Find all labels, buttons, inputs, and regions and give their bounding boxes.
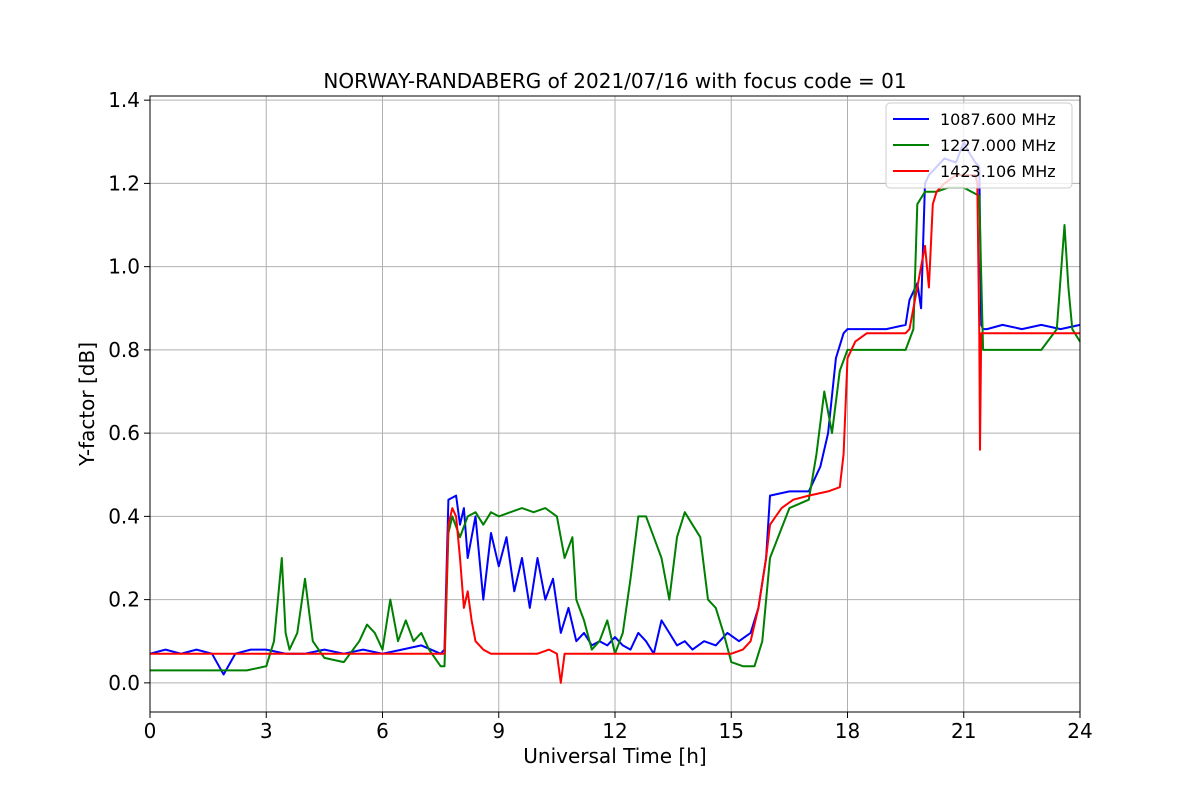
x-axis-label: Universal Time [h] (523, 744, 706, 768)
x-tick-label: 3 (260, 719, 273, 743)
x-tick-label: 24 (1067, 719, 1092, 743)
chart-title: NORWAY-RANDABERG of 2021/07/16 with focu… (323, 69, 906, 93)
x-tick-label: 6 (376, 719, 389, 743)
y-tick-label: 0.0 (108, 671, 140, 695)
y-tick-label: 1.0 (108, 255, 140, 279)
x-tick-label: 9 (492, 719, 505, 743)
y-axis-label: Y-factor [dB] (75, 342, 99, 467)
y-tick-label: 0.4 (108, 504, 140, 528)
y-tick-label: 1.2 (108, 171, 140, 195)
legend-label: 1227.000 MHz (940, 136, 1056, 155)
axis-ticks: 0 3 6 9 12 15 18 21 24 0.0 0.2 0.4 0.6 0.8 1.0 1.2 1.4 (108, 88, 1093, 743)
legend: 1087.600 MHz 1227.000 MHz 1423.106 MHz (885, 102, 1073, 189)
y-tick-label: 0.6 (108, 421, 140, 445)
x-tick-label: 18 (835, 719, 860, 743)
legend-frame (885, 102, 1073, 189)
y-tick-label: 0.8 (108, 338, 140, 362)
x-tick-label: 15 (719, 719, 744, 743)
x-tick-label: 12 (602, 719, 627, 743)
legend-label: 1423.106 MHz (940, 162, 1056, 181)
legend-label: 1087.600 MHz (940, 110, 1056, 129)
x-tick-label: 21 (951, 719, 976, 743)
y-tick-label: 0.2 (108, 588, 140, 612)
y-tick-label: 1.4 (108, 88, 140, 112)
x-tick-label: 0 (144, 719, 157, 743)
